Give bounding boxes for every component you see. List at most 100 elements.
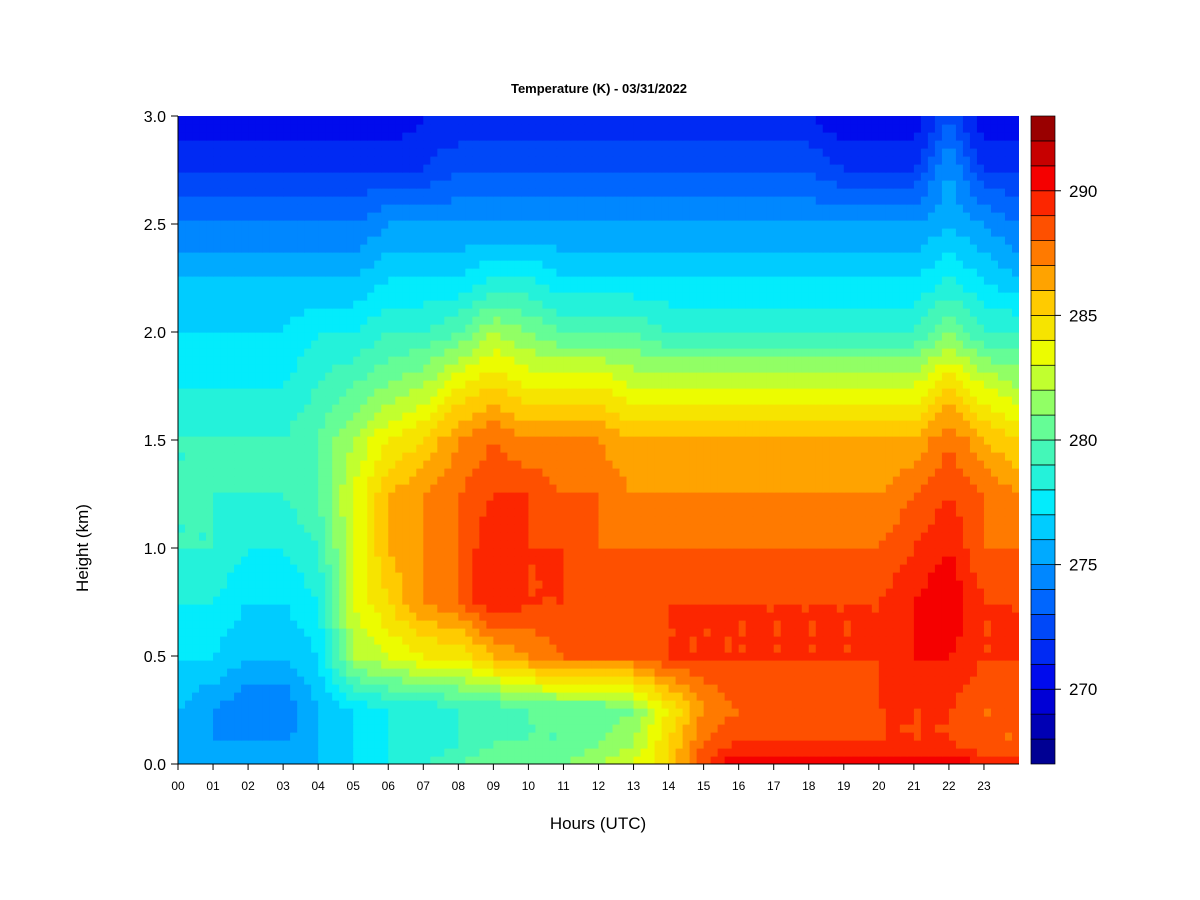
heatmap-cell — [339, 500, 347, 509]
heatmap-cell — [976, 436, 985, 445]
heatmap-cell — [668, 676, 677, 685]
heatmap-cell — [780, 732, 789, 741]
heatmap-cell — [234, 428, 242, 437]
heatmap-cell — [444, 452, 452, 461]
heatmap-cell — [997, 716, 1006, 725]
heatmap-cell — [955, 588, 964, 597]
heatmap-cell — [857, 468, 866, 477]
heatmap-cell — [724, 660, 733, 669]
heatmap-cell — [423, 428, 431, 437]
heatmap-cell — [486, 628, 494, 637]
heatmap-cell — [339, 684, 347, 693]
heatmap-cell — [591, 452, 600, 461]
heatmap-cell — [598, 724, 607, 733]
heatmap-cell — [941, 564, 950, 573]
heatmap-cell — [864, 700, 873, 709]
heatmap-cell — [738, 652, 747, 661]
heatmap-cell — [220, 604, 228, 613]
heatmap-cell — [192, 444, 200, 453]
heatmap-cell — [437, 532, 445, 541]
heatmap-cell — [640, 460, 649, 469]
heatmap-cell — [717, 452, 726, 461]
heatmap-cell — [780, 516, 789, 525]
heatmap-cell — [381, 756, 389, 764]
heatmap-cell — [542, 740, 551, 749]
heatmap-cell — [759, 580, 768, 589]
heatmap-cell — [794, 740, 803, 749]
heatmap-cell — [465, 676, 473, 685]
heatmap-cell — [962, 524, 971, 533]
heatmap-cell — [325, 660, 333, 669]
heatmap-cell — [591, 612, 600, 621]
heatmap-cell — [696, 756, 705, 764]
heatmap-cell — [304, 492, 312, 501]
heatmap-cell — [206, 564, 214, 573]
heatmap-cell — [1004, 580, 1013, 589]
heatmap-cell — [955, 524, 964, 533]
heatmap-cell — [983, 628, 992, 637]
heatmap-cell — [178, 484, 186, 493]
heatmap-cell — [269, 700, 277, 709]
heatmap-cell — [668, 516, 677, 525]
heatmap-cell — [955, 436, 964, 445]
heatmap-cell — [325, 564, 333, 573]
heatmap-cell — [794, 756, 803, 764]
heatmap-cell — [353, 748, 361, 757]
heatmap-cell — [598, 676, 607, 685]
heatmap-cell — [1004, 460, 1013, 469]
heatmap-cell — [955, 452, 964, 461]
heatmap-cell — [598, 436, 607, 445]
heatmap-cell — [297, 644, 305, 653]
heatmap-cell — [948, 548, 957, 557]
heatmap-cell — [801, 540, 810, 549]
heatmap-cell — [927, 436, 936, 445]
heatmap-cell — [717, 564, 726, 573]
heatmap-cell — [381, 668, 389, 677]
heatmap-cell — [374, 540, 382, 549]
heatmap-cell — [822, 636, 831, 645]
heatmap-cell — [990, 732, 999, 741]
heatmap-cell — [654, 548, 663, 557]
heatmap-cell — [710, 492, 719, 501]
heatmap-cell — [430, 708, 438, 717]
heatmap-cell — [486, 492, 494, 501]
heatmap-cell — [647, 476, 656, 485]
heatmap-cell — [913, 580, 922, 589]
heatmap-cell — [885, 620, 894, 629]
heatmap-cell — [304, 508, 312, 517]
heatmap-cell — [290, 500, 298, 509]
heatmap-cell — [241, 716, 249, 725]
heatmap-cell — [290, 468, 298, 477]
heatmap-cell — [717, 708, 726, 717]
heatmap-cell — [850, 516, 859, 525]
heatmap-cell — [892, 708, 901, 717]
heatmap-cell — [521, 476, 530, 485]
heatmap-cell — [206, 628, 214, 637]
heatmap-cell — [619, 644, 628, 653]
heatmap-cell — [297, 628, 305, 637]
heatmap-cell — [199, 588, 207, 597]
heatmap-cell — [759, 556, 768, 565]
heatmap-cell — [486, 740, 494, 749]
heatmap-cell — [577, 588, 586, 597]
heatmap-cell — [976, 476, 985, 485]
heatmap-cell — [766, 524, 775, 533]
heatmap-cell — [647, 652, 656, 661]
heatmap-cell — [381, 620, 389, 629]
heatmap-cell — [241, 620, 249, 629]
heatmap-cell — [948, 556, 957, 565]
heatmap-cell — [941, 556, 950, 565]
heatmap-cell — [850, 636, 859, 645]
heatmap-cell — [528, 572, 537, 581]
heatmap-cell — [472, 620, 480, 629]
heatmap-cell — [899, 444, 908, 453]
heatmap-cell — [864, 628, 873, 637]
heatmap-cell — [801, 604, 810, 613]
heatmap-cell — [598, 556, 607, 565]
heatmap-cell — [857, 708, 866, 717]
heatmap-cell — [458, 460, 466, 469]
heatmap-cell — [458, 580, 466, 589]
heatmap-cell — [647, 556, 656, 565]
heatmap-cell — [633, 484, 642, 493]
heatmap-cell — [521, 548, 530, 557]
